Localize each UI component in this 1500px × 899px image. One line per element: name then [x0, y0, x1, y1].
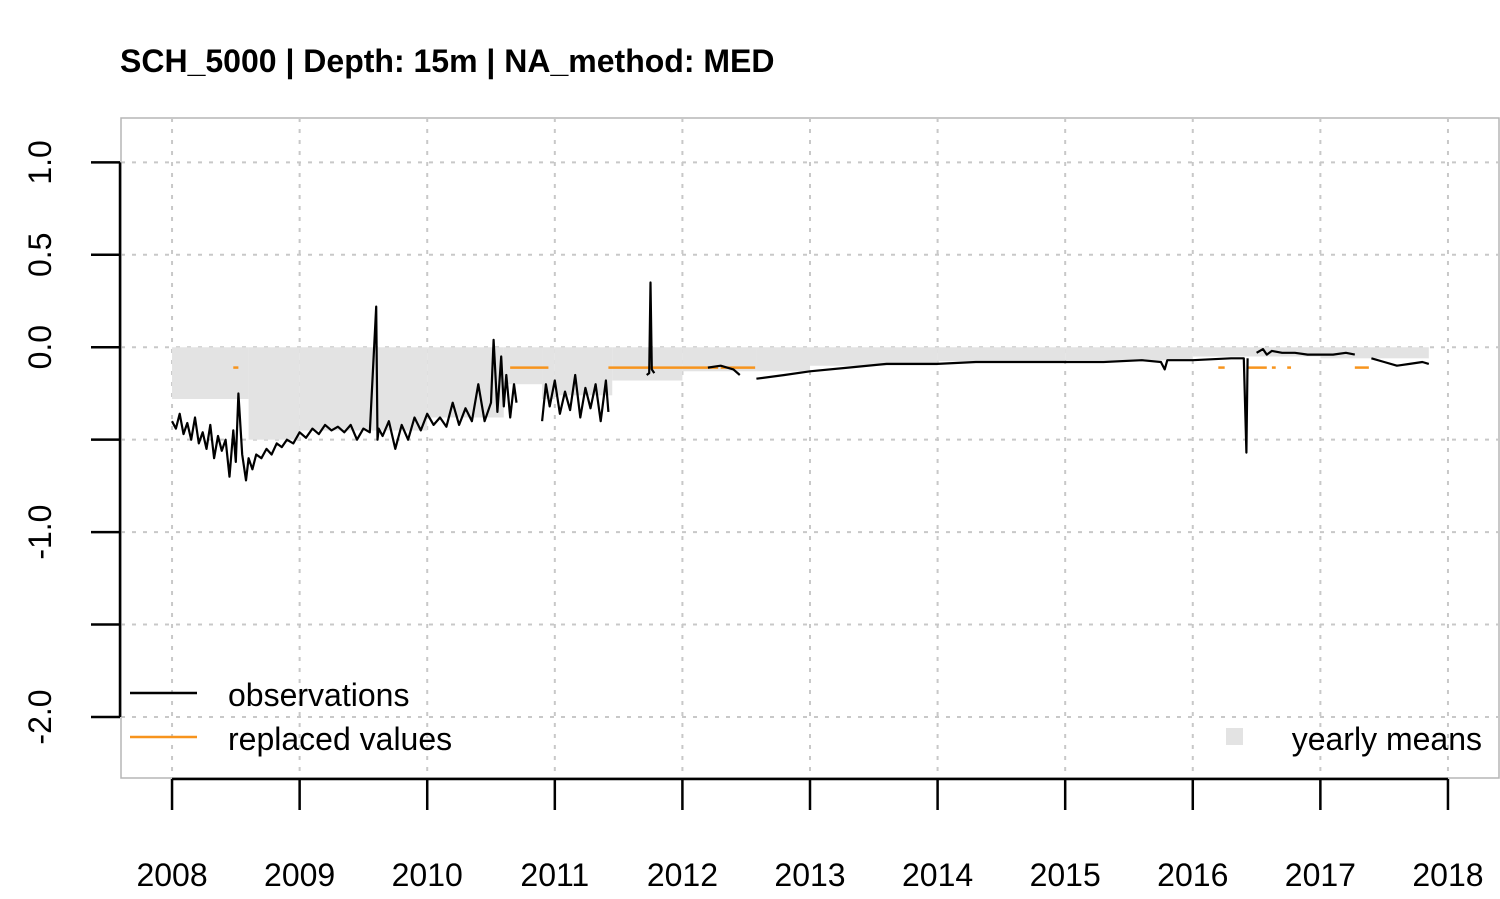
y-axis: 1.0 0.5 0.0 -1.0 -2.0 — [22, 140, 122, 745]
observations-line — [171, 305, 518, 482]
yearly-mean-bar — [937, 347, 1066, 362]
yearly-mean-bar — [1320, 347, 1429, 359]
x-axis: 2008 2009 2010 2011 2012 2013 2014 2015 2016 2017… — [136, 777, 1484, 893]
x-tick-label: 2018 — [1412, 857, 1483, 893]
yearly-mean-bar — [810, 347, 938, 366]
y-tick-label: -2.0 — [22, 689, 58, 744]
x-tick-label: 2008 — [136, 857, 207, 893]
x-tick-label: 2009 — [264, 857, 335, 893]
x-tick-label: 2014 — [902, 857, 973, 893]
y-tick-label: 0.0 — [22, 325, 58, 369]
x-tick-label: 2017 — [1285, 857, 1356, 893]
x-tick-label: 2016 — [1157, 857, 1228, 893]
legend-yearly-means-swatch — [1226, 728, 1243, 745]
x-tick-label: 2013 — [774, 857, 845, 893]
legend-replaced-label: replaced values — [228, 721, 452, 757]
observations-line — [541, 373, 610, 423]
y-tick-label: 0.5 — [22, 233, 58, 277]
chart-title: SCH_5000 | Depth: 15m | NA_method: MED — [120, 43, 774, 79]
observations-line — [707, 364, 741, 376]
grid — [121, 118, 1499, 778]
yearly-means-layer — [172, 347, 1429, 440]
legend-yearly-means-label: yearly means — [1292, 721, 1482, 757]
observations-layer — [171, 281, 1430, 482]
yearly-mean-bar — [756, 347, 810, 372]
legend: observations replaced values yearly mean… — [130, 677, 1482, 757]
y-tick-label: 1.0 — [22, 140, 58, 184]
x-tick-label: 2012 — [647, 857, 718, 893]
yearly-mean-bar — [554, 347, 613, 396]
observations-line — [1256, 348, 1356, 356]
legend-observations-label: observations — [228, 677, 409, 713]
yearly-mean-bar — [1065, 347, 1193, 361]
observations-line — [646, 281, 656, 376]
x-tick-label: 2011 — [520, 857, 589, 893]
x-tick-label: 2010 — [392, 857, 463, 893]
yearly-mean-bar — [172, 347, 249, 400]
yearly-mean-bar — [299, 347, 428, 431]
observations-line — [756, 357, 1249, 454]
observations-line — [1371, 357, 1430, 367]
yearly-mean-bar — [248, 347, 300, 440]
y-tick-label: -1.0 — [22, 505, 58, 560]
x-tick-label: 2015 — [1030, 857, 1101, 893]
yearly-mean-bar — [503, 347, 543, 385]
